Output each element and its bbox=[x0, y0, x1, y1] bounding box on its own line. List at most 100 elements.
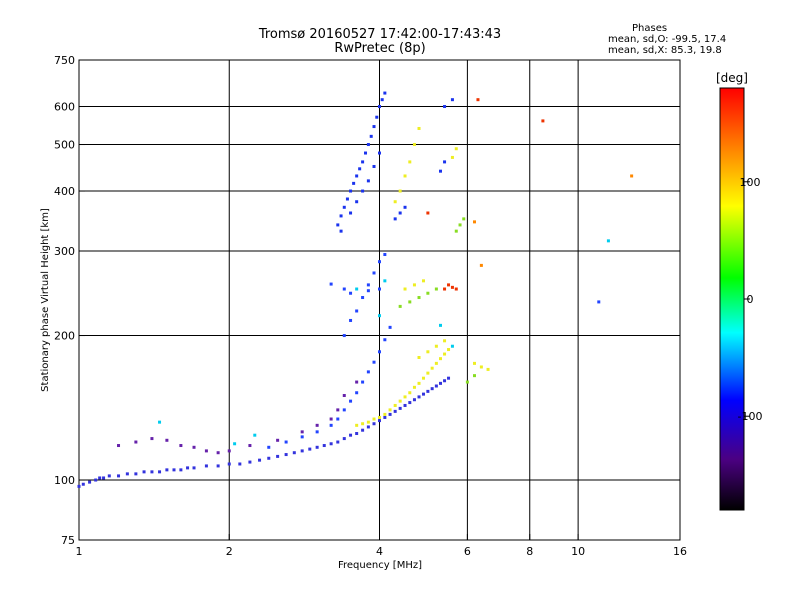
data-point bbox=[366, 289, 370, 293]
data-point bbox=[248, 460, 252, 464]
data-point bbox=[352, 181, 356, 185]
data-point bbox=[150, 437, 154, 441]
data-point bbox=[606, 239, 610, 243]
data-point bbox=[349, 189, 353, 193]
data-point bbox=[179, 468, 183, 472]
data-point bbox=[378, 105, 381, 109]
data-point bbox=[267, 445, 271, 449]
data-point bbox=[450, 155, 454, 159]
data-point bbox=[315, 445, 319, 449]
data-point bbox=[117, 474, 121, 478]
data-point bbox=[393, 217, 397, 221]
data-point bbox=[276, 454, 280, 458]
data-point bbox=[361, 189, 365, 193]
data-point bbox=[372, 360, 376, 364]
data-point bbox=[372, 417, 376, 421]
data-point bbox=[388, 325, 392, 329]
data-point bbox=[443, 379, 447, 383]
y-tick-label: 75 bbox=[61, 534, 75, 547]
y-tick-label: 300 bbox=[54, 245, 75, 258]
data-point bbox=[443, 287, 447, 291]
data-point bbox=[345, 197, 349, 201]
colorbar-tick-label: 100 bbox=[740, 176, 761, 189]
data-point bbox=[388, 412, 392, 416]
data-point bbox=[355, 309, 359, 313]
data-point bbox=[355, 200, 359, 204]
data-point bbox=[142, 470, 146, 474]
y-tick-label: 600 bbox=[54, 101, 75, 114]
y-tick-label: 500 bbox=[54, 139, 75, 152]
data-point bbox=[421, 392, 425, 396]
data-point bbox=[412, 398, 416, 402]
data-point bbox=[375, 115, 379, 119]
data-point bbox=[355, 432, 359, 436]
data-point bbox=[421, 279, 425, 283]
data-point bbox=[342, 394, 346, 398]
data-point bbox=[462, 217, 466, 221]
data-point bbox=[408, 391, 412, 395]
data-point bbox=[454, 147, 458, 151]
data-point bbox=[238, 462, 242, 466]
data-point bbox=[383, 91, 387, 95]
data-point bbox=[150, 470, 154, 474]
data-point bbox=[408, 160, 412, 164]
data-point bbox=[349, 318, 353, 322]
data-point bbox=[81, 482, 85, 486]
data-point bbox=[472, 361, 476, 365]
x-tick-label: 1 bbox=[76, 545, 83, 558]
data-point bbox=[383, 415, 387, 419]
data-point bbox=[412, 283, 416, 287]
data-point bbox=[430, 387, 434, 391]
x-tick-label: 16 bbox=[673, 545, 687, 558]
data-point bbox=[465, 380, 469, 384]
data-point bbox=[372, 125, 376, 129]
data-point bbox=[630, 174, 634, 178]
data-point bbox=[417, 126, 421, 130]
y-axis-label: Stationary phase Virtual Height [km] bbox=[40, 208, 51, 392]
data-point bbox=[417, 355, 421, 359]
data-point bbox=[300, 449, 304, 453]
data-point bbox=[227, 449, 231, 453]
data-point bbox=[541, 119, 545, 123]
data-point bbox=[447, 376, 451, 380]
data-point bbox=[342, 408, 346, 412]
data-point bbox=[364, 151, 368, 155]
y-tick-label: 200 bbox=[54, 330, 75, 343]
data-point bbox=[158, 420, 162, 424]
data-point bbox=[342, 205, 346, 209]
data-point bbox=[372, 422, 376, 426]
y-tick-label: 400 bbox=[54, 185, 75, 198]
y-tick-label: 750 bbox=[54, 54, 75, 67]
data-point bbox=[204, 464, 208, 468]
data-point bbox=[383, 412, 387, 416]
data-point bbox=[349, 211, 353, 215]
data-point bbox=[366, 370, 370, 374]
data-point bbox=[434, 344, 438, 348]
data-point bbox=[486, 367, 490, 371]
data-point bbox=[276, 438, 280, 442]
data-point bbox=[361, 428, 365, 432]
data-point bbox=[378, 287, 381, 291]
data-point bbox=[361, 422, 365, 426]
data-point bbox=[403, 395, 407, 399]
data-point bbox=[349, 291, 353, 295]
chart-subtitle: RwPretec (8p) bbox=[334, 41, 426, 56]
data-point bbox=[398, 406, 402, 410]
colorbar-tick-label: 0 bbox=[747, 293, 754, 306]
x-tick-label: 2 bbox=[226, 545, 233, 558]
x-tick-label: 6 bbox=[464, 545, 471, 558]
data-point bbox=[369, 134, 373, 138]
x-tick-label: 8 bbox=[526, 545, 533, 558]
data-point bbox=[408, 401, 412, 405]
data-point bbox=[339, 229, 343, 233]
data-point bbox=[216, 464, 220, 468]
data-point bbox=[393, 409, 397, 413]
data-point bbox=[102, 476, 106, 480]
data-point bbox=[322, 444, 326, 448]
data-point bbox=[439, 169, 443, 173]
data-point bbox=[378, 415, 381, 419]
data-point bbox=[412, 385, 416, 389]
data-point bbox=[355, 380, 359, 384]
data-point bbox=[388, 408, 392, 412]
data-point bbox=[355, 174, 359, 178]
